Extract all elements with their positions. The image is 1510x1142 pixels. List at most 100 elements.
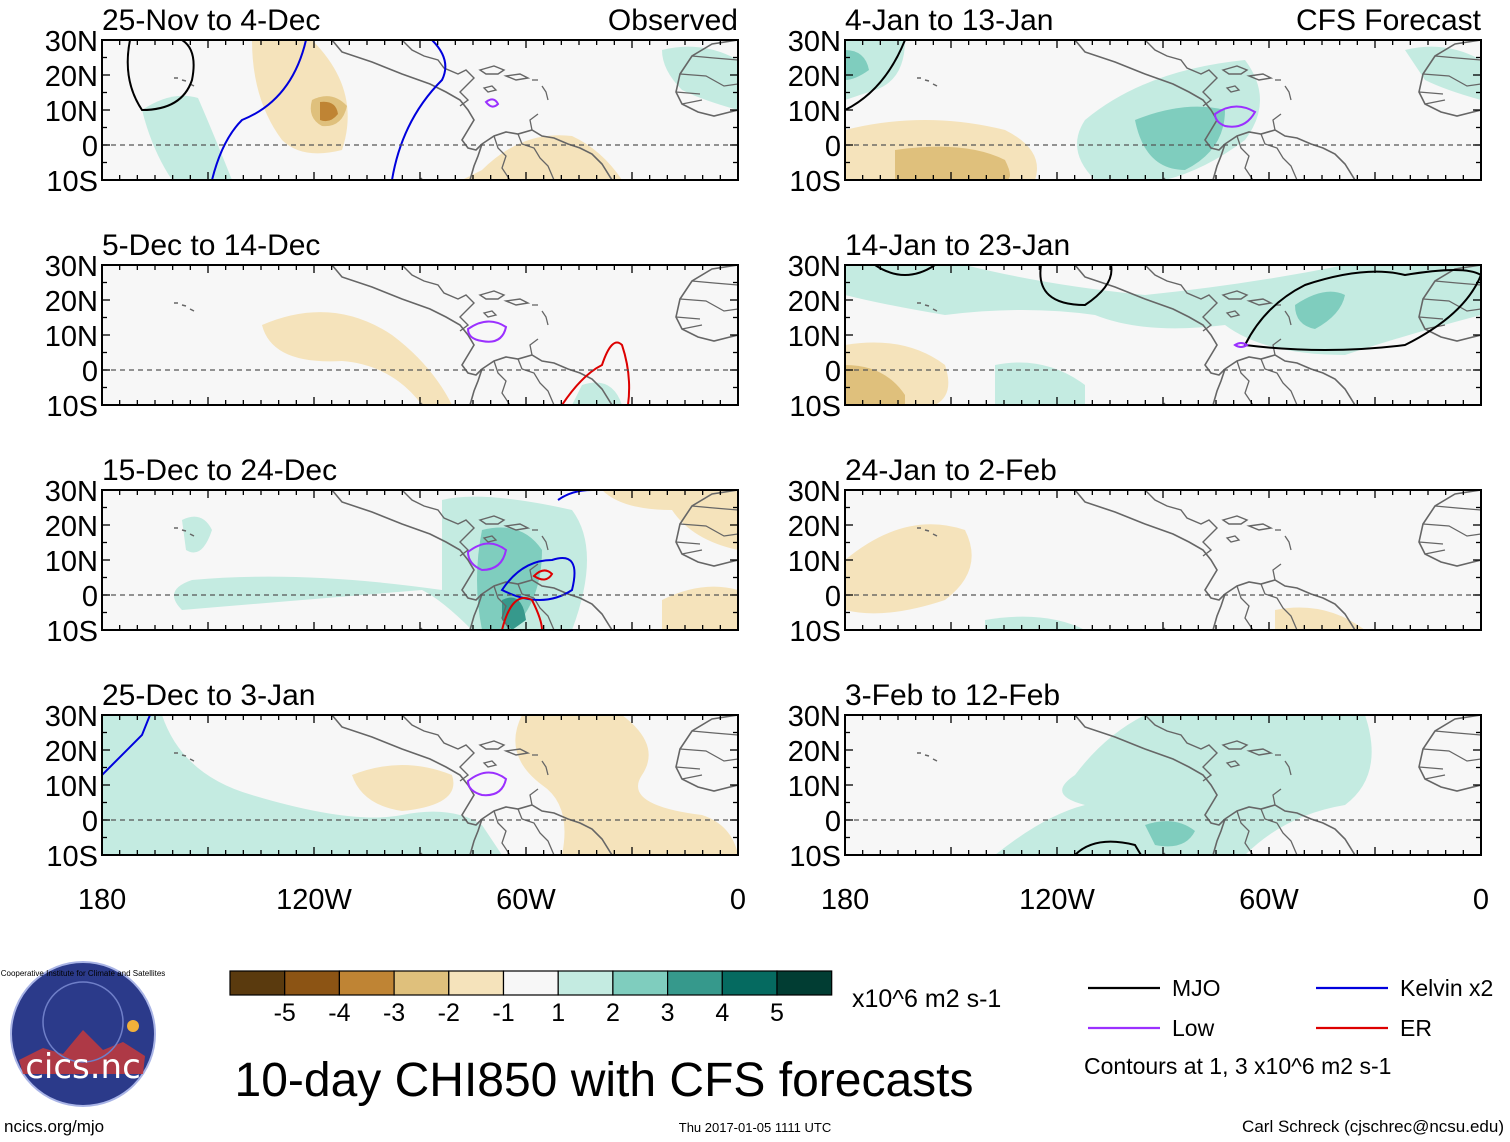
colorbar-label: -2	[438, 999, 460, 1027]
logo-ring-text: Cooperative Institute for Climate and Sa…	[1, 969, 166, 978]
lon-tick-label: 120W	[276, 884, 352, 916]
lat-tick-label: 30N	[788, 251, 841, 283]
contour-line	[466, 542, 508, 572]
lon-tick-label: 180	[78, 884, 126, 916]
colorbar-swatch	[721, 970, 778, 996]
contour-line	[1243, 269, 1481, 351]
lat-tick-label: 0	[825, 806, 841, 838]
contour-line	[1213, 105, 1257, 128]
colorbar-label: -3	[383, 999, 405, 1027]
anomaly-shading	[602, 490, 738, 550]
legend: MJO Kelvin x2 Low ER Contours at 1, 3 x10^6 …	[1084, 975, 1493, 1079]
panel-title: 15-Dec to 24-Dec	[102, 454, 337, 487]
anomaly-shading	[1275, 607, 1365, 630]
lat-tick-label: 10N	[788, 96, 841, 128]
colorbar-swatch	[338, 970, 395, 996]
anomaly-shading	[1405, 46, 1481, 100]
map-content	[845, 490, 1481, 630]
legend-label: Kelvin x2	[1400, 975, 1493, 1001]
legend-label: Low	[1172, 1015, 1215, 1041]
lat-tick-label: 20N	[788, 511, 841, 543]
legend-label: MJO	[1172, 975, 1221, 1001]
anomaly-shading	[985, 616, 1085, 630]
contour-line	[391, 40, 447, 180]
colorbar-swatch	[667, 970, 723, 996]
lat-tick-label: 30N	[788, 701, 841, 733]
colorbar-label: -5	[274, 999, 296, 1027]
anomaly-shading	[320, 101, 338, 122]
panel-title: 25-Nov to 4-Dec	[102, 4, 320, 37]
footer-url[interactable]: ncics.org/mjo	[4, 1117, 104, 1136]
contour-line	[126, 40, 195, 112]
logo-ring	[42, 981, 124, 1063]
colorbar-swatch	[284, 970, 341, 996]
contour-line	[500, 557, 576, 601]
logo-mountains	[19, 1030, 145, 1074]
anomaly-shading	[142, 95, 232, 180]
lat-tick-label: 10S	[46, 391, 98, 423]
anomaly-shading	[845, 524, 972, 614]
panel-title: 24-Jan to 2-Feb	[845, 454, 1057, 487]
lat-tick-label: 10S	[789, 841, 841, 873]
lat-tick-label: 10N	[45, 96, 98, 128]
colorbar-label: 3	[661, 999, 675, 1027]
lat-tick-label: 10S	[46, 616, 98, 648]
anomaly-shading	[995, 362, 1085, 405]
column-header: CFS Forecast	[1296, 4, 1482, 37]
anomaly-shading	[845, 50, 869, 80]
colorbar-swatch	[612, 970, 669, 996]
colorbar-unit: x10^6 m2 s-1	[852, 985, 1001, 1013]
contour-line	[466, 771, 508, 797]
anomaly-shading	[502, 597, 526, 630]
lat-tick-label: 10S	[46, 166, 98, 198]
anomaly-shading	[352, 765, 454, 811]
sun-icon	[127, 1020, 139, 1032]
map-content	[845, 40, 1481, 180]
footer-author: Carl Schreck (cjschrec@ncsu.edu)	[1242, 1117, 1504, 1136]
contour-line	[211, 40, 307, 180]
lat-tick-label: 10N	[788, 771, 841, 803]
colorbar-label: -4	[328, 999, 350, 1027]
map-content	[173, 265, 738, 405]
panel-title: 3-Feb to 12-Feb	[845, 679, 1060, 712]
anomaly-shading	[1295, 291, 1345, 329]
lon-tick-label: 120W	[1019, 884, 1095, 916]
lat-tick-label: 20N	[45, 286, 98, 318]
lat-tick-label: 10N	[45, 771, 98, 803]
contour-line	[532, 569, 554, 581]
lat-tick-label: 30N	[45, 701, 98, 733]
lat-tick-label: 20N	[45, 61, 98, 93]
map-background	[102, 490, 738, 630]
map-content	[173, 490, 738, 630]
lat-tick-label: 20N	[788, 736, 841, 768]
anomaly-shading	[262, 312, 452, 405]
anomaly-shading	[572, 382, 622, 405]
lon-tick-label: 0	[730, 884, 746, 916]
colorbar-label: 5	[770, 999, 784, 1027]
lat-tick-label: 10N	[788, 321, 841, 353]
lat-tick-label: 20N	[45, 511, 98, 543]
anomaly-shading	[1145, 821, 1195, 847]
contour-line	[1074, 840, 1142, 855]
colorbar-label: 1	[551, 999, 565, 1027]
colorbar-swatch	[557, 970, 614, 996]
lat-tick-label: 0	[825, 356, 841, 388]
contour-line	[561, 341, 631, 405]
lat-tick-label: 30N	[788, 476, 841, 508]
lat-tick-label: 10N	[788, 546, 841, 578]
lat-tick-label: 30N	[45, 251, 98, 283]
colorbar-swatch	[502, 970, 559, 996]
lat-tick-label: 0	[82, 581, 98, 613]
lat-tick-label: 20N	[788, 286, 841, 318]
lat-tick-label: 0	[82, 806, 98, 838]
panel-title: 5-Dec to 14-Dec	[102, 229, 320, 262]
map-content	[126, 40, 738, 180]
anomaly-shading	[662, 586, 738, 630]
